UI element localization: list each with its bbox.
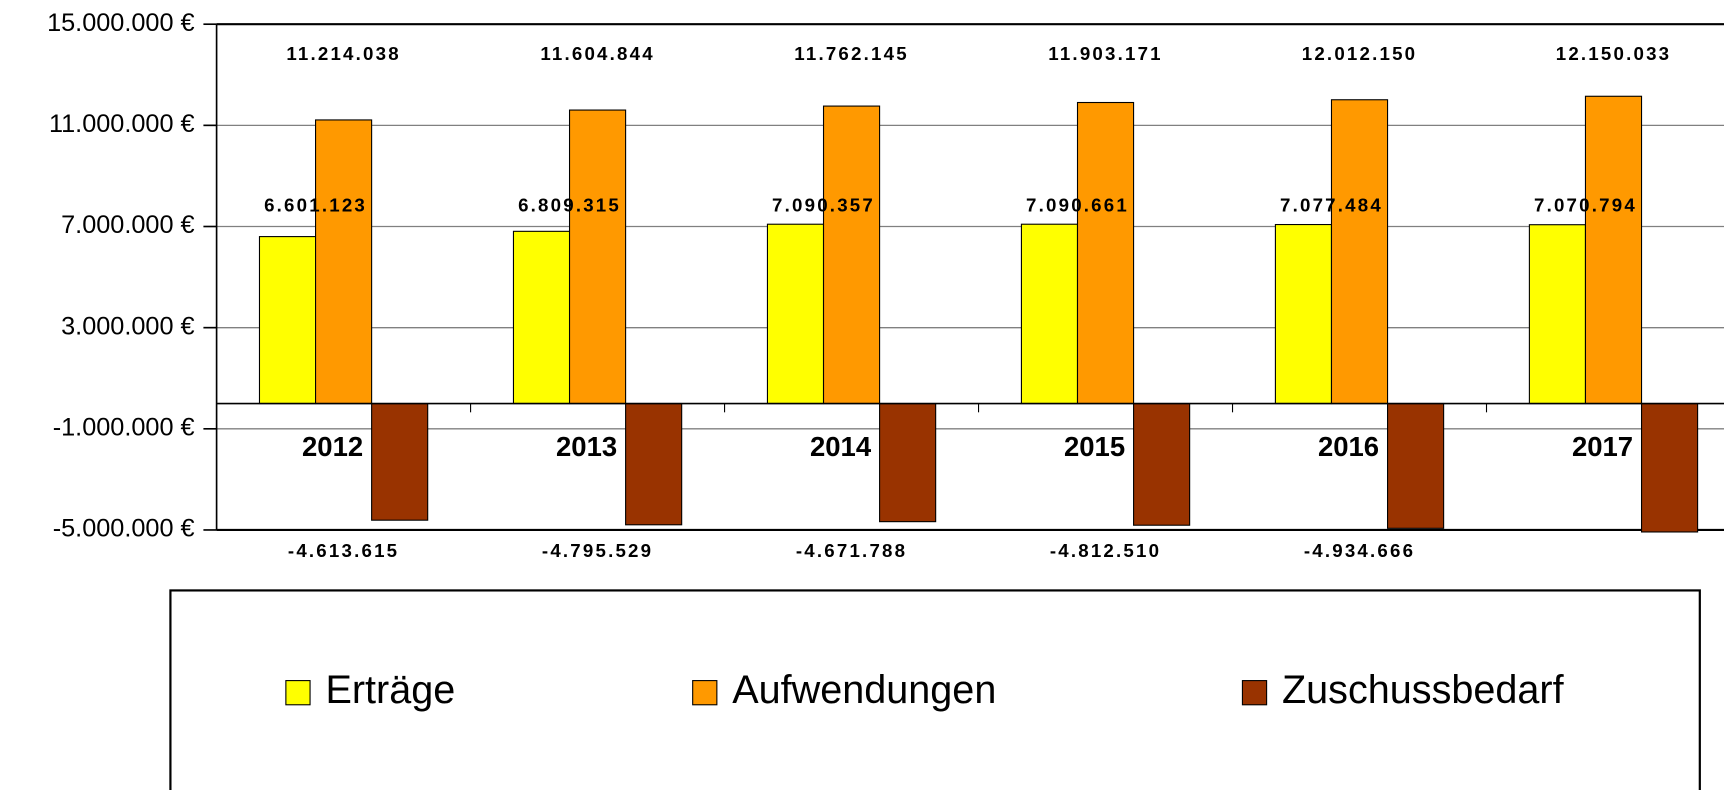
bar <box>1020 223 1079 405</box>
legend-label: Zuschussbedarf <box>1282 668 1565 712</box>
legend-swatch <box>285 680 311 706</box>
bar <box>1387 402 1445 529</box>
data-label: 7.077.484 <box>1280 195 1383 216</box>
y-tick-label: -5.000.000 € <box>53 515 195 543</box>
bar <box>1330 99 1389 405</box>
data-label: 7.070.794 <box>1534 195 1637 216</box>
legend-label: Aufwendungen <box>732 668 996 712</box>
y-tick-label: 15.000.000 € <box>47 9 195 37</box>
bar <box>879 402 937 523</box>
data-label: 11.214.038 <box>286 43 401 64</box>
data-label: 12.150.033 <box>1556 43 1672 64</box>
y-tick-label: 11.000.000 € <box>49 110 195 138</box>
legend-label: Erträge <box>325 668 455 712</box>
legend-swatch <box>1241 680 1268 706</box>
data-label: 7.090.661 <box>1026 195 1129 216</box>
bar <box>1076 101 1135 405</box>
bar <box>371 402 429 521</box>
data-label: 11.762.145 <box>794 43 909 64</box>
data-label: -4.795.529 <box>542 540 653 561</box>
data-label: 6.601.123 <box>264 195 367 216</box>
y-tick-label: 3.000.000 € <box>61 312 194 340</box>
data-label: 11.604.844 <box>540 43 655 64</box>
data-label: 6.809.315 <box>518 195 621 216</box>
x-tick-label: 2013 <box>556 431 617 462</box>
data-label: 11.903.171 <box>1048 43 1163 64</box>
x-tick-label: 2014 <box>810 431 872 462</box>
bar <box>1640 402 1699 533</box>
bar <box>1274 223 1333 405</box>
bar <box>315 119 373 405</box>
data-label: -4.671.788 <box>796 540 907 561</box>
bar <box>512 230 571 405</box>
x-tick-label: 2015 <box>1064 431 1125 462</box>
legend-box <box>169 589 1701 790</box>
data-label: -4.934.666 <box>1304 540 1415 561</box>
bar <box>766 223 825 405</box>
bar <box>822 105 881 405</box>
bar <box>568 109 627 405</box>
y-tick-label: 7.000.000 € <box>61 211 194 239</box>
data-label: -4.613.615 <box>288 540 399 561</box>
bar <box>1584 95 1643 405</box>
bar <box>1133 402 1191 526</box>
data-label: 7.090.357 <box>772 195 875 216</box>
bar <box>258 236 317 405</box>
legend-swatch <box>692 680 718 706</box>
data-label: 12.012.150 <box>1302 43 1418 64</box>
x-tick-label: 2016 <box>1318 431 1379 462</box>
x-tick-label: 2012 <box>302 431 363 462</box>
y-tick-label: -1.000.000 € <box>53 413 195 441</box>
x-tick-label: 2017 <box>1572 431 1633 462</box>
bar <box>625 402 683 526</box>
data-label: -4.812.510 <box>1050 540 1161 561</box>
bar <box>1528 224 1587 405</box>
